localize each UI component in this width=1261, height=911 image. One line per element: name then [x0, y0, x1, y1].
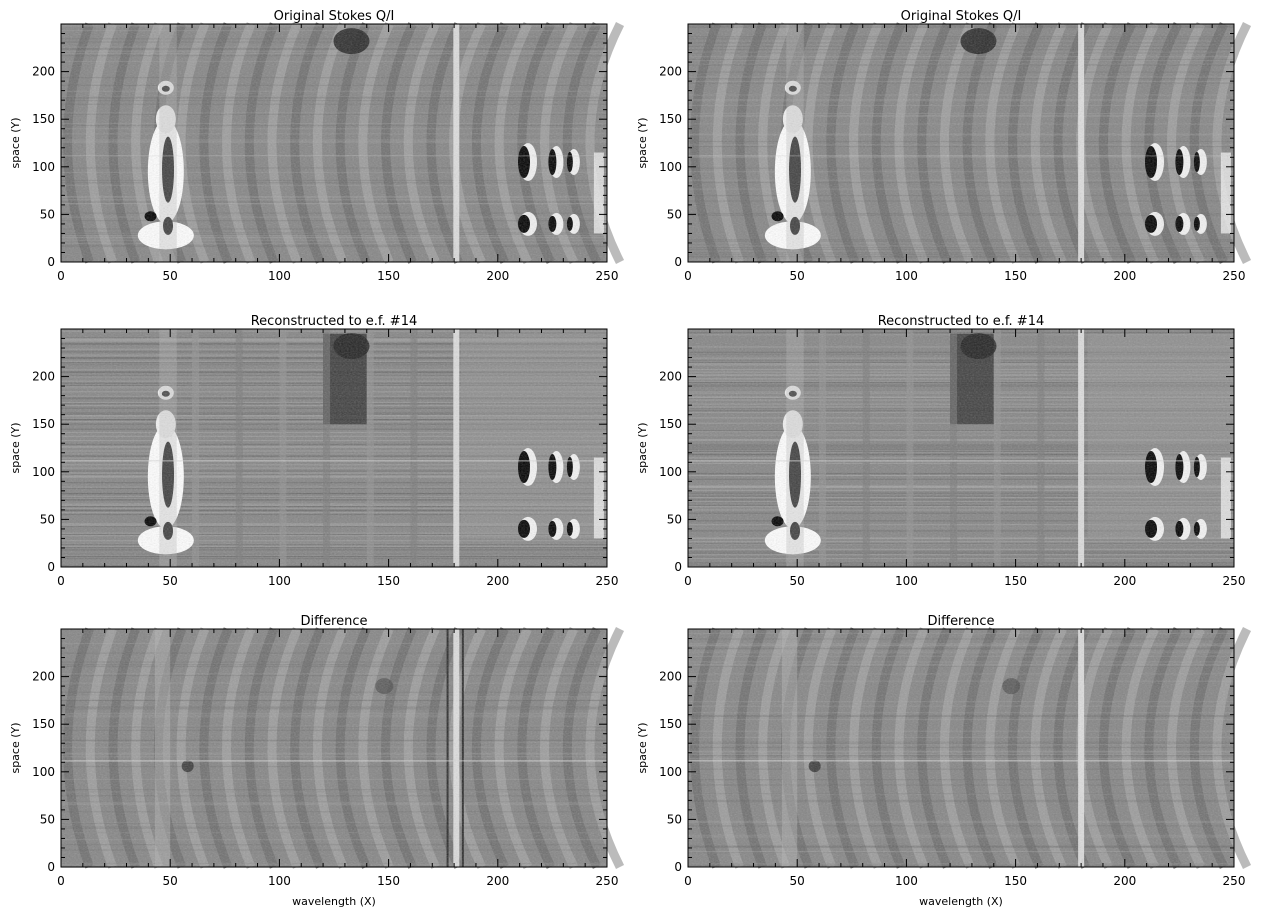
x-tick-label: 150 — [377, 269, 400, 283]
y-tick-label: 0 — [47, 860, 55, 874]
axes-frame — [60, 628, 608, 868]
x-tick-label: 250 — [596, 269, 619, 283]
y-tick-label: 50 — [40, 207, 55, 221]
x-tick-label: 250 — [1223, 574, 1246, 588]
noise-overlay — [688, 329, 1234, 567]
panel-1: Original Stokes Q/I space (Y) 0 50 100 150 200… — [9, 9, 625, 283]
noise-overlay — [61, 629, 607, 867]
y-axis-label: space (Y) — [636, 722, 649, 773]
panel-4: Reconstructed to e.f. #14 space (Y) 0 50 100… — [636, 314, 1245, 588]
y-tick-label: 50 — [40, 812, 55, 826]
y-tick-label: 100 — [659, 465, 682, 479]
noise-overlay — [61, 24, 607, 262]
y-tick-label: 150 — [659, 417, 682, 431]
x-tick-label: 150 — [1004, 574, 1027, 588]
axes-frame — [687, 23, 1235, 263]
panel-title: Original Stokes Q/I — [901, 9, 1022, 24]
noise-overlay — [688, 629, 1234, 867]
panel-title: Difference — [300, 614, 367, 629]
y-tick-label: 100 — [32, 465, 55, 479]
panel-3: Reconstructed to e.f. #14 space (Y) 0 50 100… — [9, 314, 618, 588]
x-tick-label: 50 — [163, 874, 178, 888]
axes-frame — [60, 23, 608, 263]
y-tick-label: 200 — [32, 670, 55, 684]
x-tick-label: 50 — [790, 574, 805, 588]
axes-frame — [60, 328, 608, 568]
y-tick-label: 200 — [659, 670, 682, 684]
y-tick-label: 200 — [659, 370, 682, 384]
x-tick-label: 50 — [163, 269, 178, 283]
panel-title: Original Stokes Q/I — [274, 9, 395, 24]
x-tick-label: 0 — [684, 269, 692, 283]
y-tick-label: 100 — [659, 765, 682, 779]
y-tick-label: 50 — [667, 512, 682, 526]
y-tick-label: 150 — [32, 717, 55, 731]
x-tick-label: 200 — [1113, 269, 1136, 283]
x-tick-label: 50 — [163, 574, 178, 588]
x-tick-label: 0 — [684, 874, 692, 888]
x-tick-label: 150 — [1004, 269, 1027, 283]
panel-title: Difference — [927, 614, 994, 629]
x-tick-label: 50 — [790, 269, 805, 283]
y-axis-label: space (Y) — [636, 117, 649, 168]
x-tick-label: 0 — [684, 574, 692, 588]
y-tick-label: 150 — [659, 112, 682, 126]
axes-frame — [687, 328, 1235, 568]
panel-6: Difference space (Y) wavelength (X) 0 50 100 1… — [636, 614, 1252, 908]
x-tick-label: 150 — [377, 874, 400, 888]
x-tick-label: 100 — [268, 269, 291, 283]
x-tick-label: 0 — [57, 269, 65, 283]
y-tick-label: 150 — [659, 717, 682, 731]
y-tick-label: 150 — [32, 112, 55, 126]
x-tick-label: 100 — [895, 269, 918, 283]
y-axis-label: space (Y) — [9, 422, 22, 473]
y-tick-label: 0 — [674, 255, 682, 269]
y-tick-label: 0 — [47, 560, 55, 574]
x-tick-label: 250 — [1223, 874, 1246, 888]
x-tick-label: 250 — [596, 574, 619, 588]
y-axis-label: space (Y) — [9, 722, 22, 773]
panel-title: Reconstructed to e.f. #14 — [878, 314, 1045, 329]
y-tick-label: 50 — [667, 207, 682, 221]
y-axis-label: space (Y) — [9, 117, 22, 168]
x-tick-label: 200 — [1113, 874, 1136, 888]
y-tick-label: 200 — [659, 65, 682, 79]
x-tick-label: 0 — [57, 874, 65, 888]
x-tick-label: 250 — [596, 874, 619, 888]
noise-overlay — [688, 24, 1234, 262]
y-tick-label: 0 — [674, 860, 682, 874]
x-tick-label: 150 — [1004, 874, 1027, 888]
y-tick-label: 0 — [47, 255, 55, 269]
x-tick-label: 200 — [486, 574, 509, 588]
x-tick-label: 100 — [268, 574, 291, 588]
panel-title: Reconstructed to e.f. #14 — [251, 314, 418, 329]
y-tick-label: 100 — [32, 765, 55, 779]
x-axis-label: wavelength (X) — [292, 895, 376, 908]
y-tick-label: 200 — [32, 65, 55, 79]
y-tick-label: 50 — [667, 812, 682, 826]
x-tick-label: 200 — [486, 269, 509, 283]
x-tick-label: 200 — [1113, 574, 1136, 588]
panel-5: Difference space (Y) wavelength (X) 0 50 100 1… — [9, 614, 625, 908]
y-tick-label: 100 — [659, 160, 682, 174]
noise-overlay — [61, 329, 607, 567]
x-tick-label: 200 — [486, 874, 509, 888]
x-tick-label: 100 — [895, 574, 918, 588]
y-tick-label: 50 — [40, 512, 55, 526]
x-tick-label: 250 — [1223, 269, 1246, 283]
x-tick-label: 150 — [377, 574, 400, 588]
y-tick-label: 150 — [32, 417, 55, 431]
x-tick-label: 50 — [790, 874, 805, 888]
y-tick-label: 100 — [32, 160, 55, 174]
x-tick-label: 100 — [268, 874, 291, 888]
y-axis-label: space (Y) — [636, 422, 649, 473]
axes-frame — [687, 628, 1235, 868]
panel-2: Original Stokes Q/I space (Y) 0 50 100 150 200… — [636, 9, 1252, 283]
y-tick-label: 0 — [674, 560, 682, 574]
y-tick-label: 200 — [32, 370, 55, 384]
x-tick-label: 100 — [895, 874, 918, 888]
x-axis-label: wavelength (X) — [919, 895, 1003, 908]
x-tick-label: 0 — [57, 574, 65, 588]
